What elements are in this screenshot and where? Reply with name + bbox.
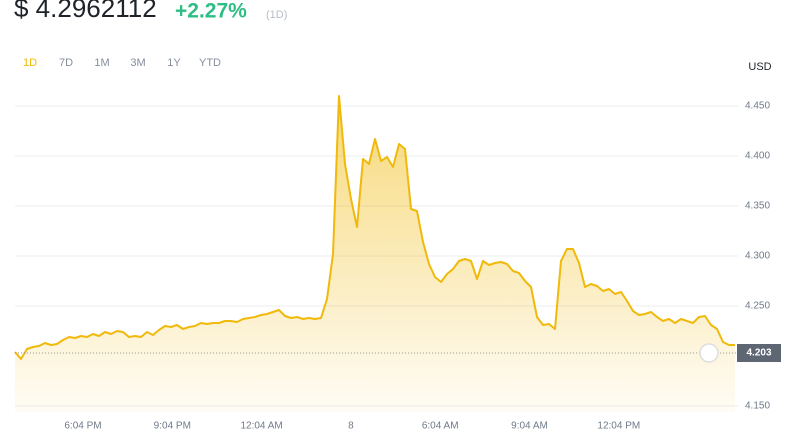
x-tick-label: 6:04 PM [64, 421, 101, 432]
x-tick-label: 8 [348, 421, 354, 432]
period-tab[interactable]: 1Y [167, 57, 181, 69]
period-tab[interactable]: YTD [199, 57, 221, 69]
reset-icon[interactable] [699, 343, 719, 363]
period: (1D) [266, 9, 287, 21]
x-tick-label: 12:04 PM [597, 421, 640, 432]
last-price-box [737, 344, 781, 362]
y-tick-label: 4.350 [745, 201, 770, 212]
x-tick-label: 9:04 PM [154, 421, 191, 432]
y-tick-label: 4.450 [745, 101, 770, 112]
x-tick-label: 6:04 AM [422, 421, 459, 432]
period-tab[interactable]: 3M [130, 57, 145, 69]
currency: USD [748, 61, 771, 73]
x-tick-label: 9:04 AM [511, 421, 548, 432]
period-tab[interactable]: 7D [59, 57, 73, 69]
last-price-label: 4.203 [746, 348, 771, 359]
x-tick-label: 12:04 AM [240, 421, 282, 432]
period-tab[interactable]: 1D [23, 57, 37, 69]
period-tab[interactable]: 1M [94, 57, 109, 69]
price-line [14, 95, 735, 360]
icon-circle [699, 343, 719, 363]
price: $ 4.2962112 [14, 0, 157, 23]
y-tick-label: 4.150 [745, 401, 770, 412]
y-tick-label: 4.400 [745, 151, 770, 162]
y-tick-label: 4.300 [745, 251, 770, 262]
area-fill [15, 96, 735, 412]
change: +2.27% [175, 0, 247, 23]
y-tick-label: 4.250 [745, 301, 770, 312]
